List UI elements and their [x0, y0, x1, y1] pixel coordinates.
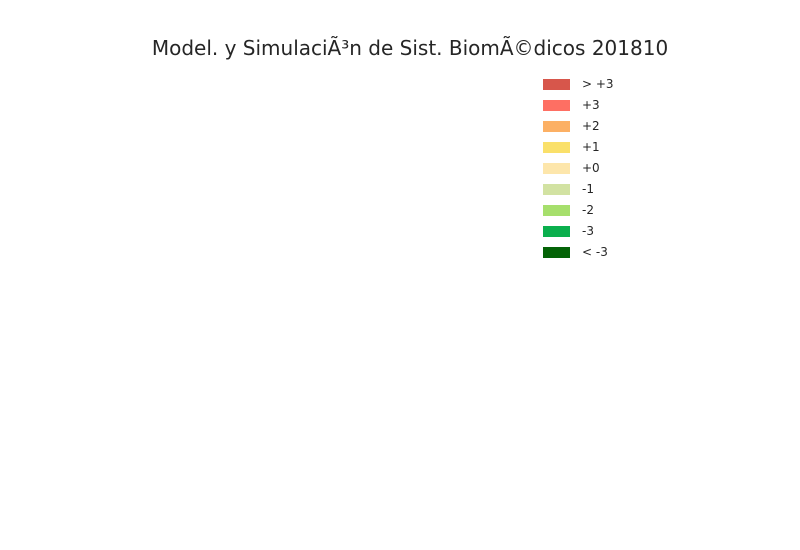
- legend-label: > +3: [582, 77, 614, 91]
- legend-item: +3: [540, 97, 660, 118]
- legend-label: +1: [582, 140, 600, 154]
- legend-swatch: [543, 79, 570, 90]
- legend-item: +1: [540, 139, 660, 160]
- legend-swatch: [543, 121, 570, 132]
- legend-swatch: [543, 226, 570, 237]
- legend-item: +0: [540, 160, 660, 181]
- legend-swatch: [543, 247, 570, 258]
- chart-legend: > +3 +3 +2 +1 +0 -1 -2 -3 < -3: [540, 76, 660, 265]
- legend-item: -2: [540, 202, 660, 223]
- legend-label: -2: [582, 203, 594, 217]
- legend-label: +3: [582, 98, 600, 112]
- legend-swatch: [543, 163, 570, 174]
- legend-item: > +3: [540, 76, 660, 97]
- legend-swatch: [543, 142, 570, 153]
- legend-item: -3: [540, 223, 660, 244]
- chart-title: Model. y SimulaciÃ³n de Sist. BiomÃ©dico…: [151, 36, 669, 60]
- legend-label: +0: [582, 161, 600, 175]
- legend-swatch: [543, 184, 570, 195]
- legend-label: < -3: [582, 245, 608, 259]
- legend-item: -1: [540, 181, 660, 202]
- legend-label: +2: [582, 119, 600, 133]
- legend-label: -1: [582, 182, 594, 196]
- legend-swatch: [543, 205, 570, 216]
- legend-item: +2: [540, 118, 660, 139]
- legend-swatch: [543, 100, 570, 111]
- legend-item: < -3: [540, 244, 660, 265]
- legend-label: -3: [582, 224, 594, 238]
